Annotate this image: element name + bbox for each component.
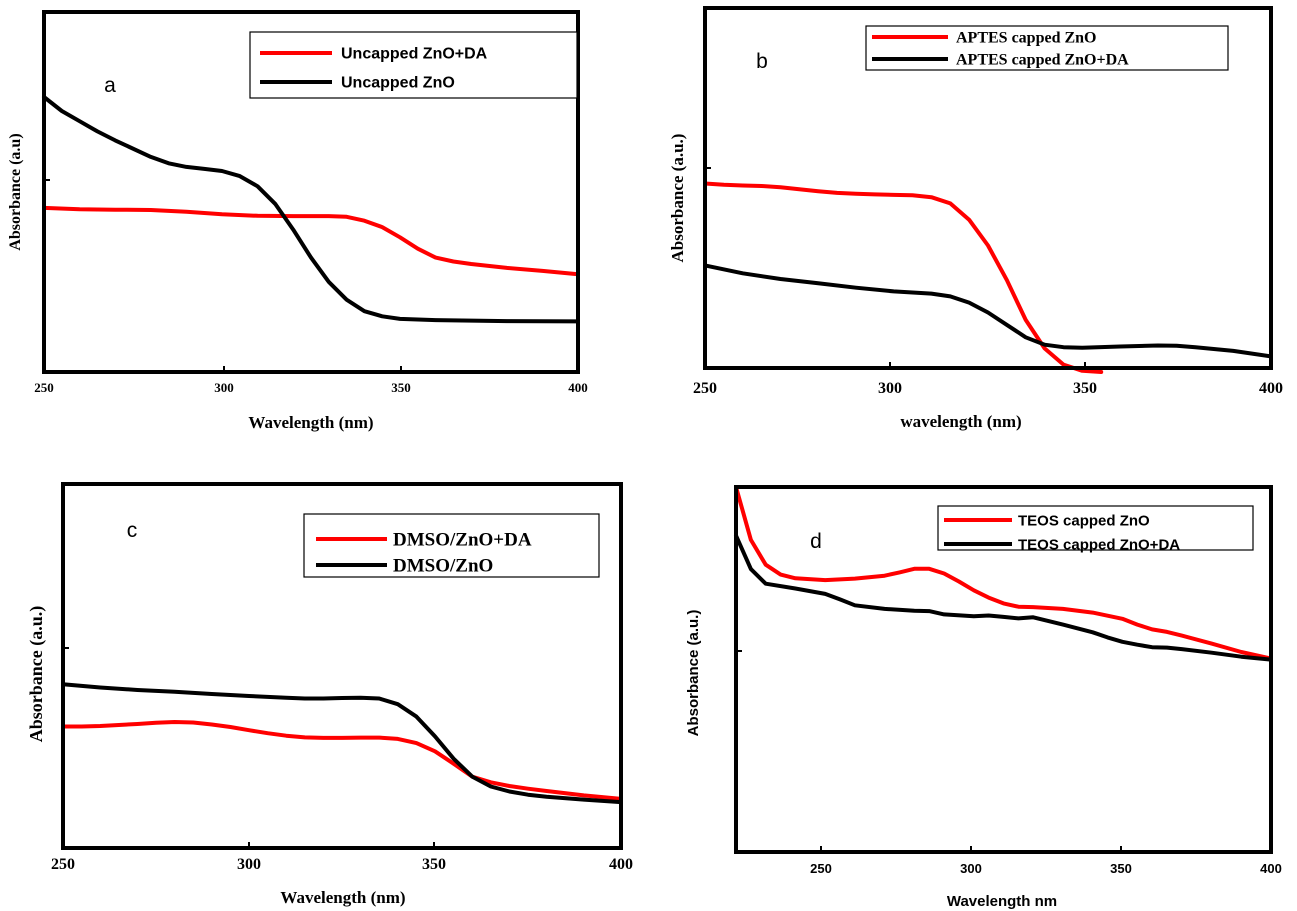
panel-a: 250 300 350 400 Wavelength (nm) Absorbance (a… <box>7 10 588 432</box>
y-axis-label: Absorbance (a.u.) <box>26 606 47 743</box>
legend-box <box>249 31 578 99</box>
legend-label-1: DMSO/ZnO+DA <box>393 530 532 551</box>
x-tick-label: 300 <box>960 861 982 876</box>
x-tick-label: 350 <box>1110 861 1132 876</box>
x-tick-label: 400 <box>568 380 588 395</box>
legend-label-1: APTES capped ZnO <box>956 30 1096 47</box>
panel-b: 250 300 350 400 wavelength (nm) Absorbance (a… <box>668 6 1283 431</box>
series-line-1 <box>42 205 580 277</box>
legend-label-2: APTES capped ZnO+DA <box>956 52 1129 69</box>
series-line-2 <box>734 533 1273 662</box>
x-axis-label: Wavelength (nm) <box>280 888 405 907</box>
panel-c: 250 300 350 400 Wavelength (nm) Absorbance (a… <box>26 482 633 907</box>
x-tick-label: 300 <box>214 380 234 395</box>
legend-label-1: Uncapped ZnO+DA <box>341 46 488 63</box>
legend: DMSO/ZnO+DA DMSO/ZnO <box>303 513 600 578</box>
legend: TEOS capped ZnO TEOS capped ZnO+DA <box>937 505 1254 553</box>
x-tick-label: 350 <box>391 380 411 395</box>
x-axis-label: Wavelength nm <box>947 893 1057 910</box>
series-line-2 <box>42 95 580 324</box>
panel-letter: a <box>104 74 116 97</box>
plot-frame <box>703 6 1273 370</box>
legend-label-2: DMSO/ZnO <box>393 556 493 577</box>
x-tick-label: 300 <box>878 380 902 397</box>
panel-letter: c <box>127 519 138 542</box>
x-tick-label: 300 <box>237 856 261 873</box>
legend-label-1: TEOS capped ZnO <box>1018 512 1150 529</box>
legend: APTES capped ZnO APTES capped ZnO+DA <box>865 25 1229 71</box>
x-tick-label: 400 <box>1259 380 1283 397</box>
x-tick-label: 250 <box>693 380 717 397</box>
plot-frame <box>61 482 623 850</box>
x-tick-label: 400 <box>609 856 633 873</box>
x-axis-label: wavelength (nm) <box>900 412 1021 431</box>
y-axis-label: Absorbance (a.u) <box>7 133 24 250</box>
series-line-2 <box>61 682 623 805</box>
plot-frame <box>734 485 1273 854</box>
x-tick-label: 250 <box>51 856 75 873</box>
series-line-1 <box>703 181 1104 374</box>
panel-d: 250 300 350 400 Wavelength nm Absorbance (a.u… <box>685 485 1282 910</box>
y-axis-label: Absorbance (a.u.) <box>668 134 687 263</box>
legend-box <box>865 25 1229 71</box>
series-line-2 <box>703 263 1273 359</box>
x-tick-label: 250 <box>34 380 54 395</box>
x-tick-label: 350 <box>1073 380 1097 397</box>
legend-label-2: Uncapped ZnO <box>341 75 455 92</box>
panel-letter: d <box>810 530 822 553</box>
legend-label-2: TEOS capped ZnO+DA <box>1018 536 1180 553</box>
y-axis-label: Absorbance (a.u.) <box>685 610 702 737</box>
panel-letter: b <box>756 50 768 73</box>
x-axis-label: Wavelength (nm) <box>248 413 373 432</box>
plot-frame <box>42 10 580 374</box>
x-tick-label: 250 <box>810 861 832 876</box>
x-tick-label: 400 <box>1260 861 1282 876</box>
legend: Uncapped ZnO+DA Uncapped ZnO <box>249 31 578 99</box>
series-line-1 <box>734 485 1273 661</box>
x-tick-label: 350 <box>422 856 446 873</box>
series-line-1 <box>61 720 623 801</box>
